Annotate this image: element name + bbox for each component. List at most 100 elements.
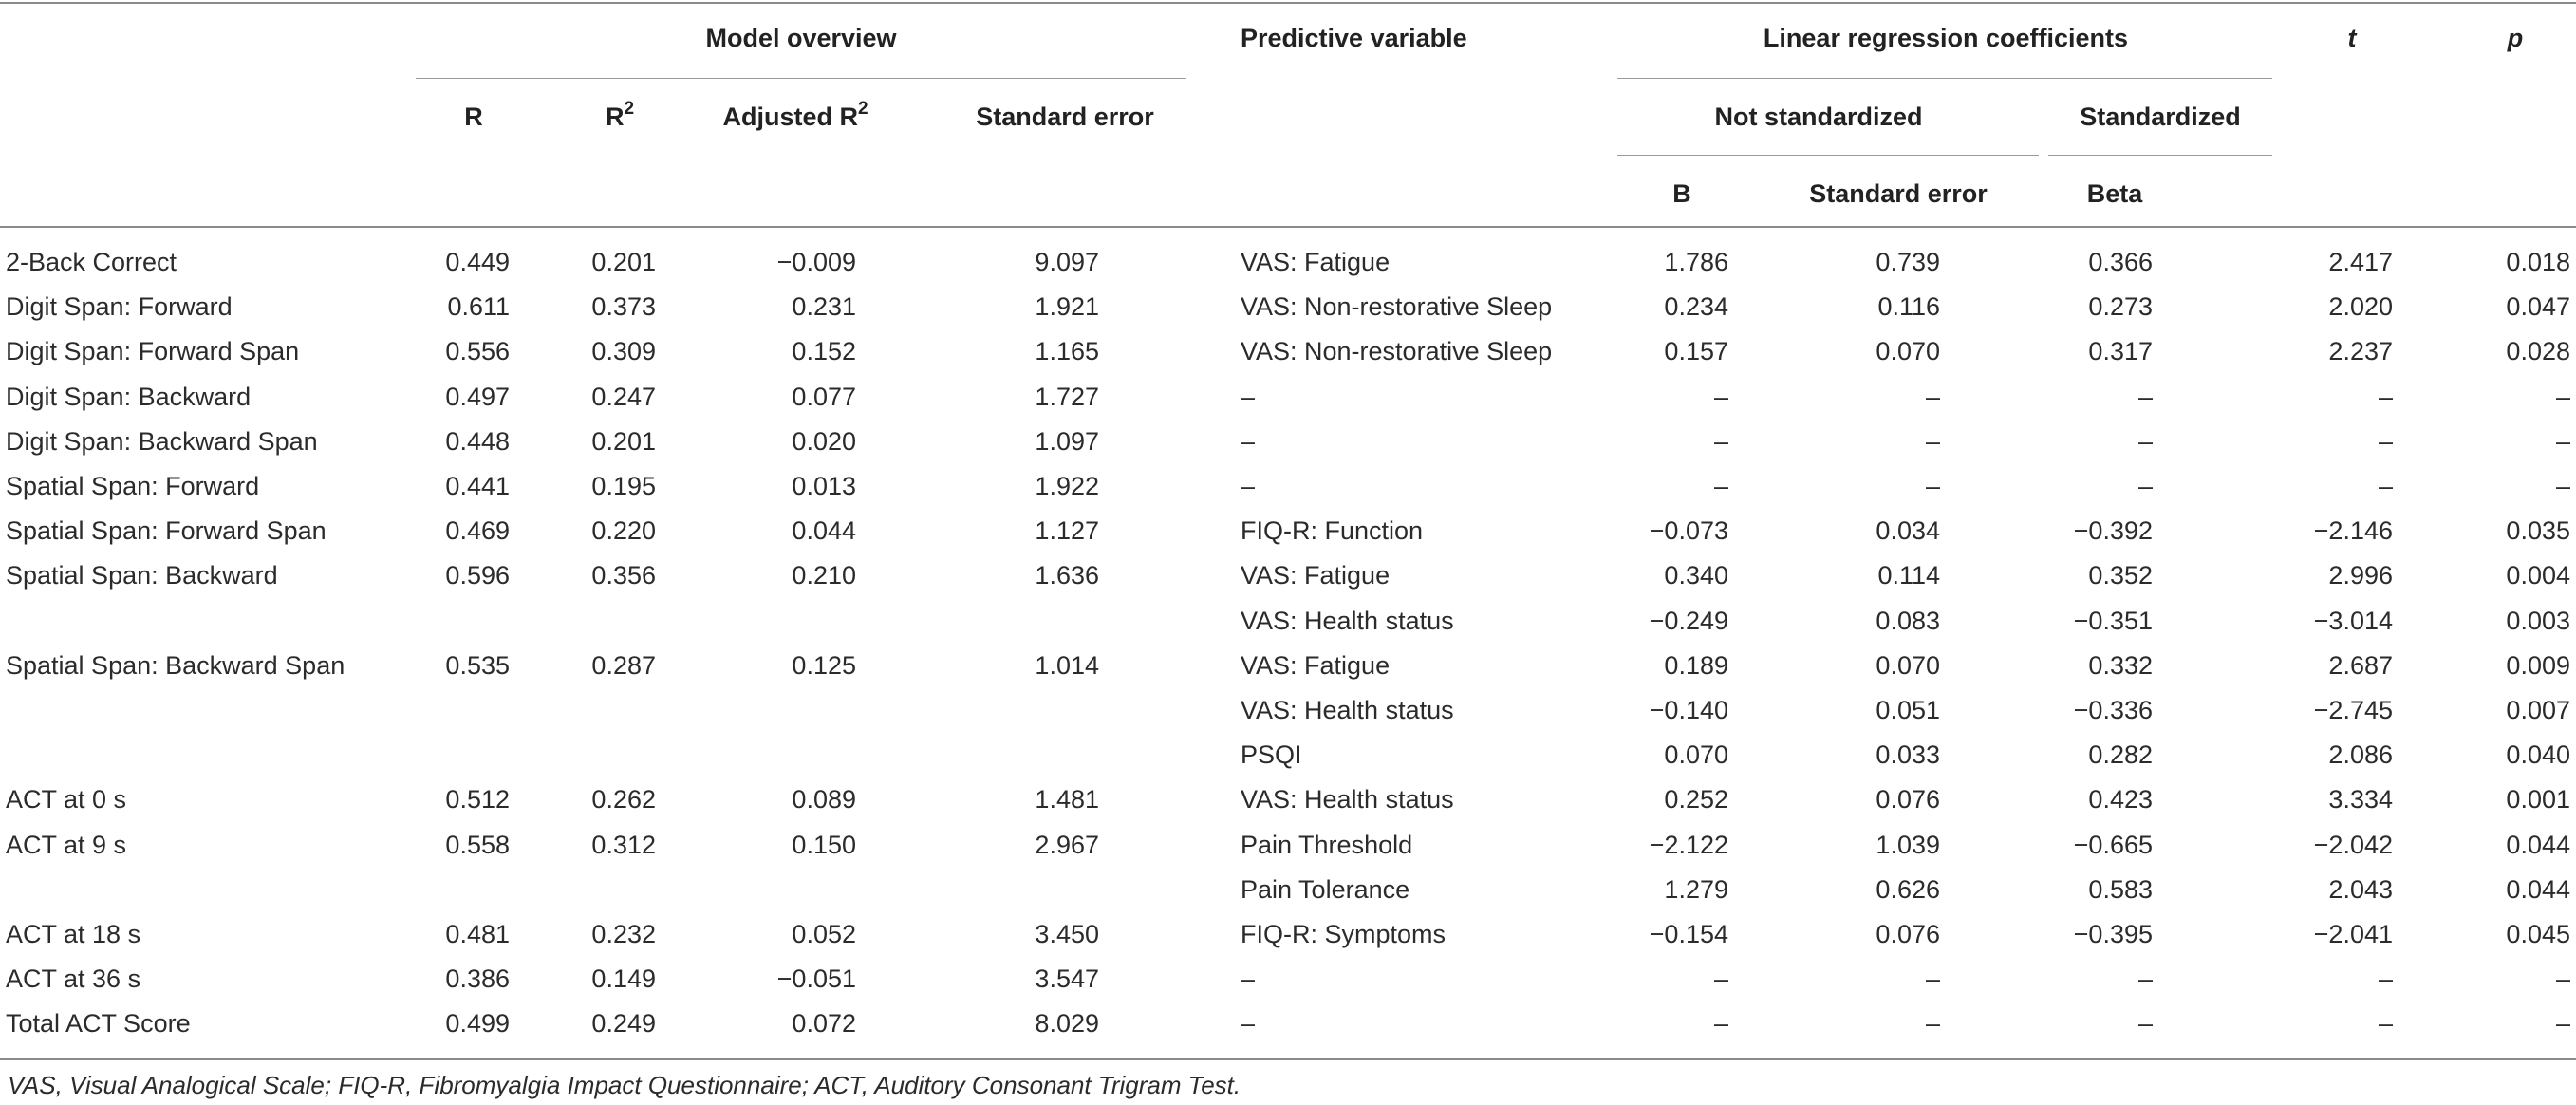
cell-adj-r2: 0.013 bbox=[792, 472, 856, 500]
cell-beta: – bbox=[2137, 965, 2153, 994]
cell-pred: VAS: Fatigue bbox=[1241, 248, 1391, 276]
cell-r2: 0.249 bbox=[591, 1009, 656, 1039]
cell-r: 0.449 bbox=[445, 248, 510, 276]
cell-r: 0.556 bbox=[445, 337, 510, 366]
cell-t: −3.014 bbox=[2313, 606, 2393, 635]
cell-pred: VAS: Health status bbox=[1241, 606, 1454, 635]
cell-r: 0.469 bbox=[445, 516, 510, 546]
cell-b: – bbox=[1713, 426, 1728, 456]
cell-r2: 0.201 bbox=[591, 248, 656, 276]
cell-r: 0.512 bbox=[445, 785, 510, 815]
cell-beta: 0.366 bbox=[2088, 248, 2153, 276]
cell-bse: 0.051 bbox=[1876, 696, 1940, 724]
header-t: t bbox=[2347, 24, 2357, 52]
cell-p: 0.004 bbox=[2506, 561, 2570, 590]
cell-t: 3.334 bbox=[2328, 785, 2393, 815]
cell-p: – bbox=[2555, 472, 2570, 500]
cell-t: −2.146 bbox=[2313, 516, 2393, 546]
cell-pred: – bbox=[1241, 382, 1256, 411]
cell-t: – bbox=[2378, 965, 2393, 994]
cell-adj-r2: 0.089 bbox=[792, 785, 856, 815]
cell-r2: 0.309 bbox=[591, 337, 656, 366]
cell-p: 0.035 bbox=[2506, 516, 2570, 546]
header-bottom-rule bbox=[0, 226, 2576, 228]
cell-t: – bbox=[2378, 1009, 2393, 1039]
cell-t: – bbox=[2378, 472, 2393, 500]
cell-pred: VAS: Health status bbox=[1241, 785, 1454, 815]
cell-p: 0.028 bbox=[2506, 337, 2570, 366]
cell-beta: −0.351 bbox=[2073, 606, 2153, 635]
cell-t: 2.237 bbox=[2328, 337, 2393, 366]
cell-bse: 0.083 bbox=[1876, 606, 1940, 635]
cell-bse: 0.070 bbox=[1876, 337, 1940, 366]
header-predictive-variable: Predictive variable bbox=[1241, 24, 1467, 52]
cell-r2: 0.287 bbox=[591, 650, 656, 680]
cell-p: – bbox=[2555, 382, 2570, 411]
cell-bse: 0.739 bbox=[1876, 248, 1940, 276]
cell-b: 1.279 bbox=[1664, 874, 1728, 904]
cell-b: 0.340 bbox=[1664, 561, 1728, 590]
cell-r2: 0.232 bbox=[591, 920, 656, 948]
cell-adj-r2: 0.072 bbox=[792, 1009, 856, 1039]
cell-measure: 2-Back Correct bbox=[6, 248, 177, 276]
cell-t: – bbox=[2378, 426, 2393, 456]
cell-r: 0.499 bbox=[445, 1009, 510, 1039]
header-model-overview: Model overview bbox=[705, 24, 897, 52]
cell-measure: Spatial Span: Backward Span bbox=[6, 650, 345, 680]
cell-p: 0.007 bbox=[2506, 696, 2570, 724]
cell-adj-r2: −0.009 bbox=[776, 248, 856, 276]
cell-se: 1.127 bbox=[1035, 516, 1099, 546]
cell-bse: – bbox=[1925, 965, 1940, 994]
cell-beta: −0.665 bbox=[2073, 830, 2153, 859]
cell-se: 1.727 bbox=[1035, 382, 1099, 411]
cell-adj-r2: 0.150 bbox=[792, 830, 856, 859]
cell-measure: ACT at 36 s bbox=[6, 965, 141, 994]
cell-bse: – bbox=[1925, 1009, 1940, 1039]
adjusted-r-squared-superscript: 2 bbox=[857, 99, 868, 119]
cell-b: – bbox=[1713, 472, 1728, 500]
cell-r2: 0.149 bbox=[591, 965, 656, 994]
table-bottom-rule bbox=[0, 1058, 2576, 1060]
cell-b: −0.140 bbox=[1649, 696, 1728, 724]
cell-t: −2.745 bbox=[2313, 696, 2393, 724]
cell-pred: – bbox=[1241, 472, 1256, 500]
cell-se: 9.097 bbox=[1035, 248, 1099, 276]
header-r-squared: R2 bbox=[606, 100, 634, 132]
cell-b: −0.249 bbox=[1649, 606, 1728, 635]
cell-r: 0.611 bbox=[447, 292, 510, 322]
cell-se: 1.097 bbox=[1035, 426, 1099, 456]
cell-bse: – bbox=[1925, 426, 1940, 456]
cell-beta: 0.423 bbox=[2088, 785, 2153, 815]
cell-t: 2.996 bbox=[2328, 561, 2393, 590]
cell-t: 2.086 bbox=[2328, 740, 2393, 770]
header-standardized: Standardized bbox=[2080, 103, 2241, 131]
cell-pred: FIQ-R: Symptoms bbox=[1241, 920, 1447, 948]
header-standard-error: Standard error bbox=[976, 103, 1154, 131]
cell-beta: 0.317 bbox=[2088, 337, 2153, 366]
cell-se: 2.967 bbox=[1035, 830, 1099, 859]
cell-beta: – bbox=[2137, 426, 2153, 456]
cell-measure: Digit Span: Backward Span bbox=[6, 426, 318, 456]
cell-b: 0.157 bbox=[1664, 337, 1728, 366]
cell-adj-r2: 0.020 bbox=[792, 426, 856, 456]
cell-se: 1.922 bbox=[1035, 472, 1099, 500]
cell-pred: – bbox=[1241, 965, 1256, 994]
cell-beta: – bbox=[2137, 382, 2153, 411]
cell-bse: 0.033 bbox=[1876, 740, 1940, 770]
cell-pred: VAS: Non-restorative Sleep bbox=[1241, 292, 1553, 322]
cell-beta: 0.273 bbox=[2088, 292, 2153, 322]
cell-r: 0.596 bbox=[445, 561, 510, 590]
cell-t: 2.417 bbox=[2328, 248, 2393, 276]
cell-p: 0.009 bbox=[2506, 650, 2570, 680]
cell-b: – bbox=[1713, 965, 1728, 994]
cell-p: – bbox=[2555, 1009, 2570, 1039]
cell-p: 0.040 bbox=[2506, 740, 2570, 770]
cell-b: 1.786 bbox=[1664, 248, 1728, 276]
cell-se: 1.921 bbox=[1035, 292, 1099, 322]
cell-pred: VAS: Fatigue bbox=[1241, 650, 1391, 680]
cell-measure: Digit Span: Backward bbox=[6, 382, 252, 411]
cell-measure: Digit Span: Forward Span bbox=[6, 337, 300, 366]
cell-bse: 0.116 bbox=[1877, 292, 1940, 322]
cell-r: 0.535 bbox=[445, 650, 510, 680]
header-beta: Beta bbox=[2086, 179, 2143, 208]
